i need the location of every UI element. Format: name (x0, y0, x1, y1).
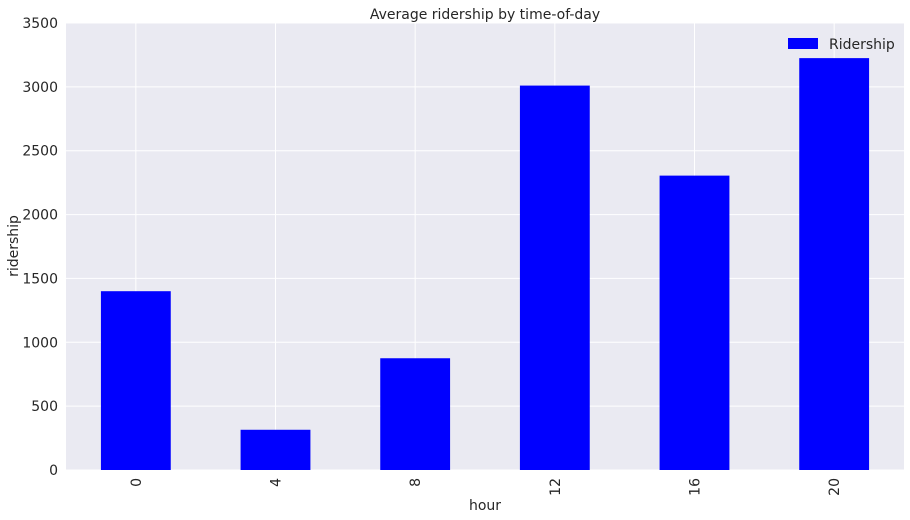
y-axis-label: ridership (6, 215, 22, 277)
x-tick-label: 8 (408, 478, 424, 487)
x-axis-ticks: 0 4 8 12 16 20 (129, 478, 843, 496)
legend-label-ridership: Ridership (829, 37, 895, 53)
bar-12 (519, 85, 590, 470)
bar-0 (100, 291, 171, 470)
bar-4 (240, 429, 311, 470)
chart-title: Average ridership by time-of-day (370, 7, 600, 23)
legend: Ridership (788, 37, 895, 53)
bar-8 (380, 358, 451, 470)
y-axis-ticks: 0 500 1000 1500 2000 2500 3000 3500 (22, 16, 58, 479)
x-tick-label: 20 (827, 478, 843, 496)
legend-swatch (788, 38, 818, 49)
y-tick-label: 3500 (22, 16, 58, 32)
y-tick-label: 0 (49, 463, 58, 479)
bar-20 (799, 58, 870, 470)
y-tick-label: 1000 (22, 335, 58, 351)
y-tick-label: 500 (31, 399, 58, 415)
y-tick-label: 3000 (22, 80, 58, 96)
x-tick-label: 12 (548, 478, 564, 496)
y-tick-label: 2500 (22, 144, 58, 160)
bars (100, 58, 870, 470)
x-axis-label: hour (469, 498, 501, 514)
y-tick-label: 1500 (22, 271, 58, 287)
bar-16 (659, 175, 730, 470)
y-tick-label: 2000 (22, 208, 58, 224)
plot-area (66, 23, 904, 470)
x-tick-label: 0 (129, 478, 145, 487)
x-tick-label: 16 (688, 478, 704, 496)
x-tick-label: 4 (269, 478, 285, 487)
